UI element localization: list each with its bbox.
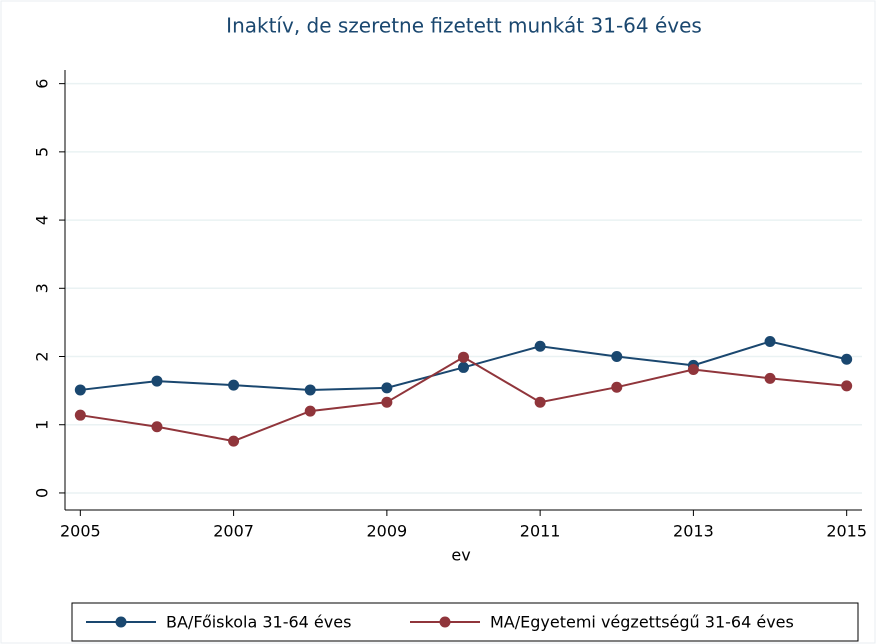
point: [534, 396, 546, 408]
x-tick-label: 2005: [60, 522, 101, 541]
y-tick-label: 1: [33, 420, 52, 430]
y-tick-label: 5: [33, 147, 52, 157]
point: [841, 353, 853, 365]
point: [151, 421, 163, 433]
y-tick-label: 0: [33, 488, 52, 498]
point: [458, 361, 469, 373]
point: [228, 379, 240, 391]
legend-marker: [115, 616, 127, 628]
point: [304, 405, 316, 417]
point: [611, 381, 623, 393]
legend-marker: [439, 616, 451, 628]
plot-area: [65, 70, 862, 510]
point: [687, 363, 699, 375]
legend-label: MA/Egyetemi végzettségű 31-64 éves: [490, 613, 794, 632]
y-tick-label: 3: [33, 283, 52, 293]
point: [381, 396, 393, 408]
point: [611, 351, 623, 363]
point: [458, 351, 469, 363]
point: [764, 336, 776, 348]
chart-title: Inaktív, de szeretne fizetett munkát 31-…: [226, 14, 702, 38]
x-axis-label: ev: [451, 546, 470, 565]
y-tick-label: 6: [33, 79, 52, 89]
x-tick-label: 2013: [673, 522, 714, 541]
point: [841, 380, 853, 392]
y-tick-label: 2: [33, 351, 52, 361]
legend-label: BA/Főiskola 31-64 éves: [166, 613, 351, 632]
point: [304, 384, 316, 396]
y-tick-label: 4: [33, 215, 52, 225]
point: [381, 382, 393, 394]
x-tick-label: 2009: [367, 522, 408, 541]
x-tick-label: 2007: [213, 522, 254, 541]
x-tick-label: 2011: [520, 522, 561, 541]
x-tick-label: 2015: [826, 522, 867, 541]
point: [74, 409, 86, 421]
point: [534, 340, 546, 352]
point: [764, 372, 776, 384]
point: [228, 435, 240, 447]
point: [151, 375, 163, 387]
point: [74, 384, 86, 396]
